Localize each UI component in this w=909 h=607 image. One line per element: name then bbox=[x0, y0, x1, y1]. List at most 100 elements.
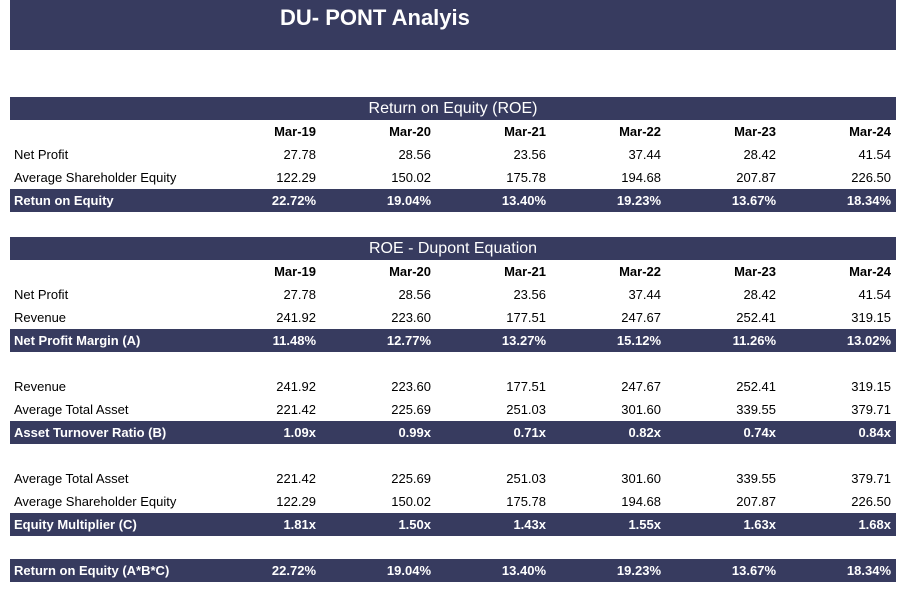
row-label: Average Shareholder Equity bbox=[14, 494, 177, 509]
total-value: 1.68x bbox=[858, 517, 891, 532]
title-bar: DU- PONT Analyis bbox=[10, 0, 896, 50]
total-row: Asset Turnover Ratio (B) 1.09x 0.99x 0.71x 0… bbox=[10, 421, 896, 444]
cell-value: 150.02 bbox=[391, 170, 431, 185]
total-value: 13.40% bbox=[501, 563, 546, 578]
total-value: 13.40% bbox=[501, 193, 546, 208]
cell-value: 194.68 bbox=[621, 494, 661, 509]
data-row: Average Total Asset 221.42 225.69 251.03 301… bbox=[10, 398, 896, 421]
column-header: Mar-21 bbox=[504, 124, 546, 139]
cell-value: 221.42 bbox=[276, 471, 316, 486]
total-value: 22.72% bbox=[271, 563, 316, 578]
column-header: Mar-19 bbox=[274, 124, 316, 139]
spacer-row bbox=[10, 352, 896, 375]
cell-value: 252.41 bbox=[736, 379, 776, 394]
cell-value: 37.44 bbox=[628, 147, 661, 162]
cell-value: 177.51 bbox=[506, 310, 546, 325]
total-value: 19.23% bbox=[616, 563, 661, 578]
column-header: Mar-22 bbox=[619, 264, 661, 279]
total-value: 13.67% bbox=[731, 193, 776, 208]
total-value: 13.27% bbox=[501, 333, 546, 348]
cell-value: 23.56 bbox=[513, 287, 546, 302]
cell-value: 175.78 bbox=[506, 494, 546, 509]
cell-value: 241.92 bbox=[276, 379, 316, 394]
cell-value: 223.60 bbox=[391, 379, 431, 394]
total-value: 13.02% bbox=[846, 333, 891, 348]
column-header: Mar-23 bbox=[734, 124, 776, 139]
total-row: Net Profit Margin (A) 11.48% 12.77% 13.27% 1… bbox=[10, 329, 896, 352]
row-label-empty bbox=[10, 260, 201, 283]
cell-value: 207.87 bbox=[736, 494, 776, 509]
row-label: Average Total Asset bbox=[14, 471, 129, 486]
data-row: Average Total Asset 221.42 225.69 251.03 301… bbox=[10, 467, 896, 490]
total-label: Return on Equity (A*B*C) bbox=[14, 563, 170, 578]
data-row: Average Shareholder Equity 122.29 150.02 17… bbox=[10, 490, 896, 513]
total-value: 18.34% bbox=[846, 563, 891, 578]
total-value: 1.09x bbox=[283, 425, 316, 440]
spacer-row bbox=[10, 536, 896, 559]
spacer-row bbox=[10, 444, 896, 467]
row-label: Revenue bbox=[14, 379, 67, 394]
total-row: Return on Equity (A*B*C) 22.72% 19.04% 13.4… bbox=[10, 559, 896, 582]
total-value: 11.48% bbox=[272, 333, 316, 348]
column-header: Mar-20 bbox=[389, 264, 431, 279]
cell-value: 247.67 bbox=[621, 310, 661, 325]
cell-value: 28.56 bbox=[398, 147, 431, 162]
cell-value: 177.51 bbox=[506, 379, 546, 394]
cell-value: 226.50 bbox=[851, 170, 891, 185]
section-heading: Return on Equity (ROE) bbox=[10, 97, 896, 120]
column-header: Mar-20 bbox=[389, 124, 431, 139]
title: DU- PONT Analyis bbox=[280, 5, 470, 30]
data-row: Net Profit 27.78 28.56 23.56 37.44 28.42 41.54 bbox=[10, 143, 896, 166]
column-header: Mar-21 bbox=[504, 264, 546, 279]
total-value: 22.72% bbox=[271, 193, 316, 208]
total-label: Net Profit Margin (A) bbox=[14, 333, 141, 348]
column-header: Mar-22 bbox=[619, 124, 661, 139]
total-value: 15.12% bbox=[616, 333, 661, 348]
total-value: 1.81x bbox=[283, 517, 316, 532]
total-label: Equity Multiplier (C) bbox=[14, 517, 137, 532]
row-label: Net Profit bbox=[14, 147, 69, 162]
cell-value: 379.71 bbox=[851, 402, 891, 417]
total-value: 0.74x bbox=[743, 425, 776, 440]
data-row: Revenue 241.92 223.60 177.51 247.67 252.41 319… bbox=[10, 306, 896, 329]
cell-value: 241.92 bbox=[276, 310, 316, 325]
column-header-row: Mar-19 Mar-20 Mar-21 Mar-22 Mar-23 Mar-24 bbox=[10, 260, 896, 283]
cell-value: 247.67 bbox=[621, 379, 661, 394]
cell-value: 41.54 bbox=[858, 147, 891, 162]
cell-value: 28.56 bbox=[398, 287, 431, 302]
section-heading: ROE - Dupont Equation bbox=[10, 237, 896, 260]
total-value: 0.71x bbox=[513, 425, 546, 440]
cell-value: 379.71 bbox=[851, 471, 891, 486]
total-value: 19.23% bbox=[616, 193, 661, 208]
cell-value: 37.44 bbox=[628, 287, 661, 302]
total-value: 0.84x bbox=[858, 425, 891, 440]
cell-value: 194.68 bbox=[621, 170, 661, 185]
cell-value: 23.56 bbox=[513, 147, 546, 162]
cell-value: 339.55 bbox=[736, 471, 776, 486]
cell-value: 27.78 bbox=[283, 287, 316, 302]
cell-value: 225.69 bbox=[391, 402, 431, 417]
total-value: 12.77% bbox=[386, 333, 431, 348]
cell-value: 41.54 bbox=[858, 287, 891, 302]
cell-value: 319.15 bbox=[851, 310, 891, 325]
column-header: Mar-19 bbox=[274, 264, 316, 279]
total-value: 1.43x bbox=[513, 517, 546, 532]
row-label: Net Profit bbox=[14, 287, 69, 302]
cell-value: 221.42 bbox=[276, 402, 316, 417]
row-label: Average Shareholder Equity bbox=[14, 170, 177, 185]
cell-value: 28.42 bbox=[743, 147, 776, 162]
total-value: 1.50x bbox=[398, 517, 431, 532]
sections: Return on Equity (ROE) Mar-19 Mar-20 Mar-21… bbox=[10, 97, 896, 607]
cell-value: 252.41 bbox=[736, 310, 776, 325]
column-header: Mar-23 bbox=[734, 264, 776, 279]
total-row: Equity Multiplier (C) 1.81x 1.50x 1.43x 1.55… bbox=[10, 513, 896, 536]
total-value: 1.63x bbox=[743, 517, 776, 532]
cell-value: 150.02 bbox=[391, 494, 431, 509]
total-value: 0.99x bbox=[398, 425, 431, 440]
total-value: 19.04% bbox=[386, 563, 431, 578]
cell-value: 301.60 bbox=[621, 471, 661, 486]
total-label: Asset Turnover Ratio (B) bbox=[14, 425, 167, 440]
cell-value: 207.87 bbox=[736, 170, 776, 185]
row-label: Average Total Asset bbox=[14, 402, 129, 417]
section: Return on Equity (ROE) Mar-19 Mar-20 Mar-21… bbox=[10, 97, 896, 212]
